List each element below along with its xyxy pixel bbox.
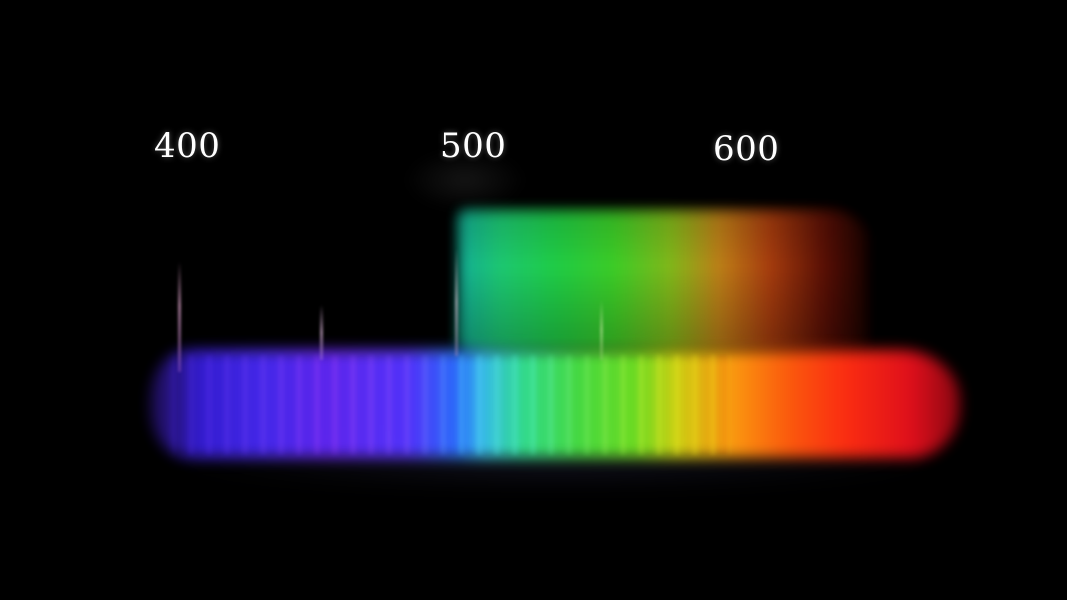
emission-line — [178, 262, 181, 372]
light-halo — [405, 150, 525, 210]
upper-spectrum-band — [458, 210, 868, 350]
scale-label-500: 500 — [440, 126, 507, 166]
scale-label-400: 400 — [154, 126, 221, 166]
spectrum-fringes — [170, 355, 730, 455]
emission-line — [455, 248, 458, 356]
upper-band-shading — [458, 210, 868, 350]
emission-line — [320, 305, 323, 360]
lower-spectrum-band — [150, 350, 960, 458]
scale-label-600: 600 — [713, 129, 780, 169]
emission-line — [600, 300, 603, 360]
